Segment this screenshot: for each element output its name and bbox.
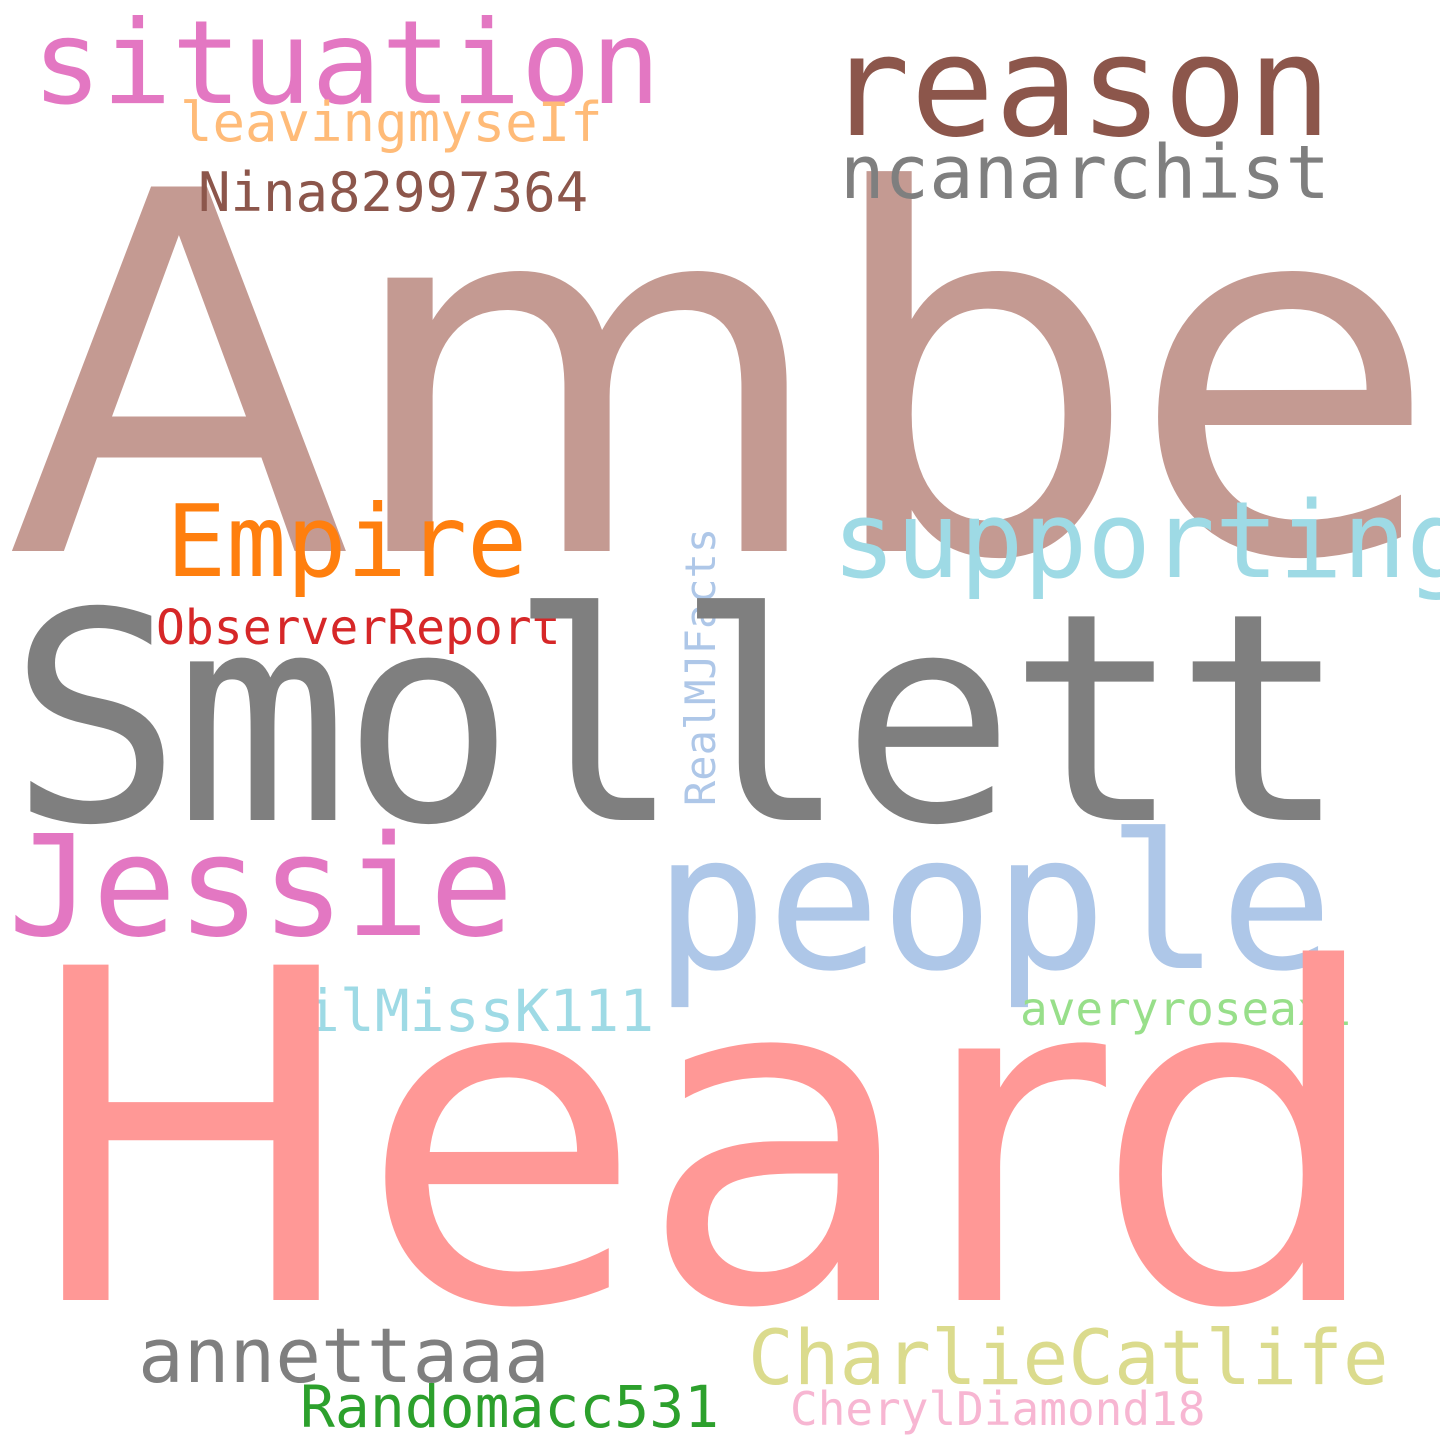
word-annettaaa: annettaaa xyxy=(138,1311,550,1400)
word-supporting: supporting xyxy=(832,479,1440,602)
word-reason: reason xyxy=(826,6,1332,169)
word-jessie: Jessie xyxy=(8,806,514,969)
word-randomacc531: Randomacc531 xyxy=(300,1373,720,1441)
word-charliecatlife: CharlieCatlife xyxy=(748,1313,1389,1402)
word-people: people xyxy=(654,794,1334,1013)
word-heard: Heard xyxy=(18,874,1386,1409)
word-lilmissk111: LilMissK111 xyxy=(270,977,655,1045)
word-observerreport: ObserverReport xyxy=(156,600,561,656)
word-situation: situation xyxy=(32,0,661,131)
word-nina82997364: Nina82997364 xyxy=(198,161,589,224)
word-cheryldiamond18: CherylDiamond18 xyxy=(790,1382,1206,1436)
word-empire: Empire xyxy=(166,483,528,600)
word-averyroseaxl: averyroseaxl xyxy=(1020,982,1353,1036)
word-ncanarchist: ncanarchist xyxy=(840,130,1331,216)
word-leavingmyself: leavingmyseIf xyxy=(180,91,603,154)
word-smollett: Smollett xyxy=(8,552,1349,889)
